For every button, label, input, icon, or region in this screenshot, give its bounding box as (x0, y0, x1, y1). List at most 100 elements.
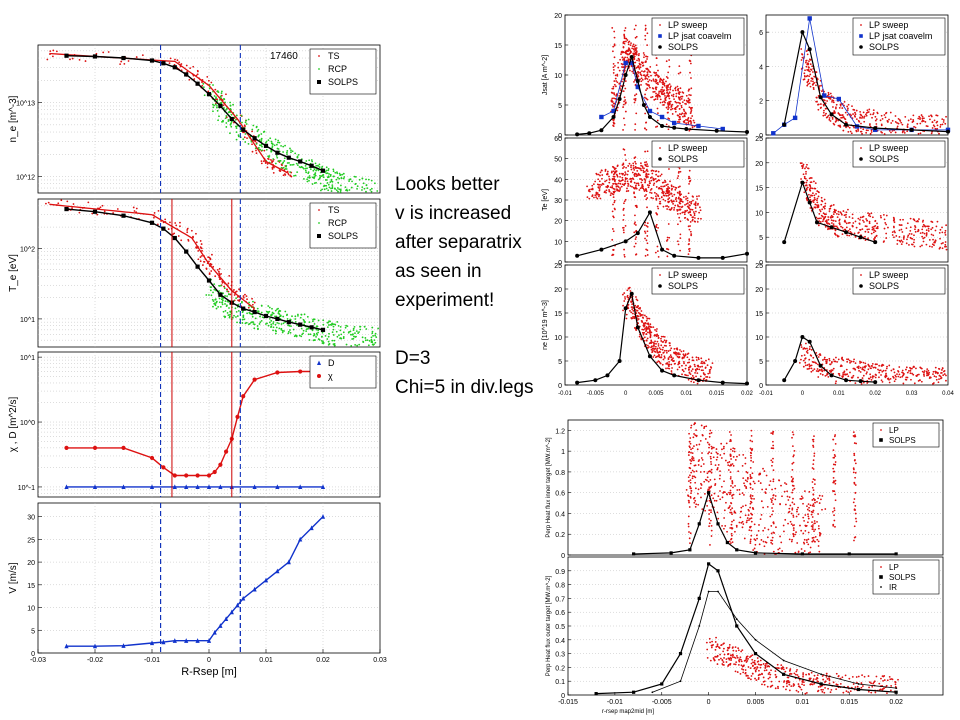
series-marker-V (184, 638, 189, 643)
lp-point (944, 231, 946, 234)
data-point-TS (210, 270, 213, 272)
lp-point (656, 98, 659, 100)
data-point-TS (237, 299, 239, 302)
solps-marker (575, 253, 580, 258)
lp-point (696, 382, 699, 385)
lp-point (678, 93, 681, 96)
data-point-RCP (257, 128, 260, 131)
data-point-TS (195, 232, 197, 235)
data-point-RCP (228, 110, 231, 113)
lp-jsat-marker (836, 96, 841, 102)
data-point-RCP (235, 138, 238, 141)
lp-point (603, 191, 606, 194)
lp-point (703, 480, 706, 483)
lp-point (902, 236, 905, 239)
data-point-TS (132, 206, 135, 209)
lp-point (667, 357, 670, 360)
data-point-RCP (331, 339, 334, 342)
lp-point (606, 186, 609, 189)
data-point-RCP (317, 331, 320, 334)
data-point-RCP (229, 123, 232, 126)
lp-point (646, 73, 649, 76)
lp-jsat-marker (647, 108, 653, 114)
data-point-RCP (371, 332, 374, 335)
lp-point (681, 95, 684, 98)
data-point-RCP (275, 143, 278, 146)
lp-point (662, 93, 665, 96)
lp-point (909, 367, 912, 370)
lp-point (726, 493, 729, 496)
data-point-TS (71, 57, 74, 60)
lp-point (669, 86, 672, 89)
lp-point (812, 88, 815, 91)
data-point-TS (141, 54, 144, 57)
data-point-TS (107, 51, 110, 53)
lp-point (668, 208, 671, 211)
data-point-TS (233, 294, 236, 296)
lp-point (591, 184, 594, 187)
lp-point (677, 101, 680, 104)
lp-jsat-marker (629, 60, 634, 66)
legend-label: LP sweep (869, 20, 908, 30)
data-point-RCP (327, 183, 330, 186)
lp-point (687, 121, 690, 124)
legend-ne-label: TS (328, 51, 340, 61)
data-point-TS (177, 235, 180, 237)
lp-point (676, 177, 679, 179)
data-point-RCP (325, 187, 328, 190)
data-point-TS (195, 241, 198, 244)
lp-point (809, 546, 812, 549)
series-marker-SOLPS (263, 313, 269, 319)
lp-point (835, 213, 838, 215)
data-point-RCP (331, 180, 334, 183)
data-point-RCP (313, 175, 316, 178)
x-tick-label: 0 (207, 657, 211, 664)
lp-point (933, 375, 936, 378)
lp-point (872, 366, 875, 369)
lp-point (742, 453, 745, 456)
lp-point (672, 202, 674, 205)
data-point-TS (78, 59, 81, 61)
lp-point (613, 97, 615, 100)
lp-point (808, 506, 810, 509)
data-point-TS (174, 58, 176, 61)
lp-point (693, 214, 696, 217)
lp-point (818, 550, 821, 553)
lp-point (634, 24, 637, 27)
lp-point (648, 180, 651, 183)
lp-point (697, 356, 700, 359)
lp-point (612, 183, 614, 185)
lp-point (699, 209, 702, 212)
data-point-TS (207, 90, 210, 93)
lp-point (814, 198, 816, 201)
data-point-RCP (302, 332, 304, 335)
lp-point (805, 342, 807, 345)
data-point-RCP (242, 138, 245, 141)
lp-point (827, 93, 830, 96)
lp-point (671, 113, 674, 115)
lp-point (832, 223, 835, 226)
data-point-RCP (275, 330, 278, 333)
lp-point (912, 114, 915, 117)
lp-point (824, 358, 827, 361)
y-axis-label: Jsat [A m^-2] (542, 55, 549, 95)
lp-point (637, 57, 640, 60)
lp-point (839, 114, 842, 117)
lp-point (694, 217, 696, 219)
lp-point (637, 54, 640, 57)
data-point-RCP (318, 163, 321, 166)
lp-point (636, 167, 639, 169)
lp-point (920, 114, 923, 116)
lp-point (688, 248, 690, 251)
lp-point (631, 70, 634, 73)
solps-marker (611, 115, 616, 119)
lp-point (758, 524, 760, 526)
solps-marker (635, 325, 640, 330)
lp-point (642, 324, 645, 327)
data-point-RCP (205, 294, 208, 296)
lp-point (597, 184, 600, 186)
lp-point (631, 312, 634, 315)
lp-point (674, 110, 677, 113)
lp-point (634, 99, 637, 102)
data-point-RCP (365, 190, 367, 193)
